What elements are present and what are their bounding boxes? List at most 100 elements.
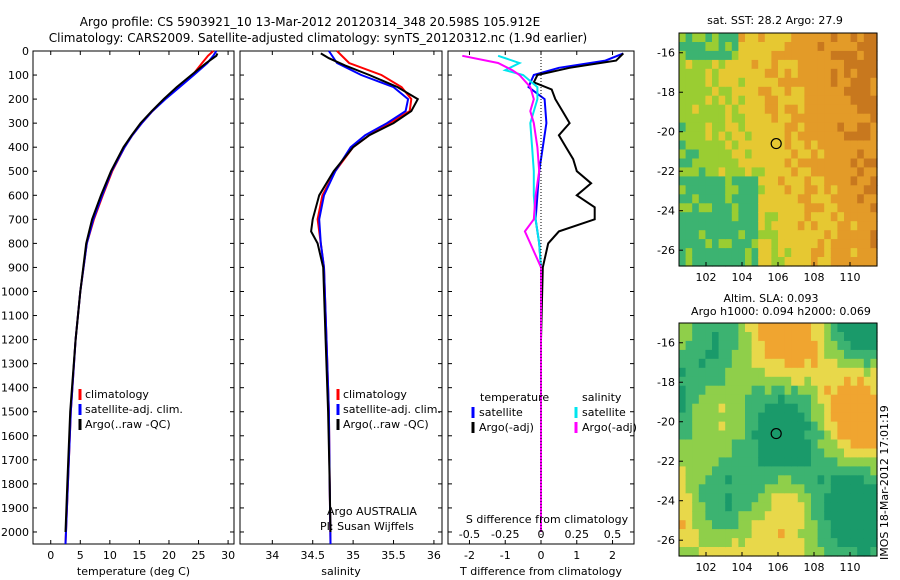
map-cell <box>685 122 693 133</box>
map-cell <box>824 230 832 240</box>
map-cell <box>679 212 687 222</box>
map-cell <box>692 385 700 396</box>
map-cell <box>811 448 819 459</box>
x-tick-label: -2 <box>464 549 475 562</box>
legend-entry: satellite-adj. clim. <box>343 403 441 416</box>
map-cell <box>817 149 825 160</box>
map-cell <box>745 140 753 151</box>
map-cell <box>745 332 753 342</box>
map-cell <box>830 529 838 539</box>
map-cell <box>725 457 733 467</box>
map-cell <box>705 230 713 240</box>
map-cell <box>850 203 858 213</box>
map-cell <box>764 176 772 186</box>
map-cell <box>705 358 713 369</box>
map-cell <box>791 194 799 204</box>
map-cell <box>863 475 871 485</box>
map-cell <box>692 113 700 124</box>
map-cell <box>837 457 845 467</box>
map-cell <box>738 547 746 557</box>
map-cell <box>698 257 706 267</box>
map-cell <box>705 176 713 186</box>
map-cell <box>863 358 871 369</box>
map-cell <box>844 538 852 548</box>
map-cell <box>764 332 772 342</box>
map-cell <box>718 140 726 151</box>
map-cell <box>745 412 753 423</box>
map-cell <box>804 167 812 177</box>
map-cell <box>692 167 700 177</box>
map-cell <box>705 50 713 61</box>
map-cell <box>725 323 733 333</box>
map-cell <box>811 547 819 557</box>
map-cell <box>837 421 845 432</box>
map-cell <box>698 248 706 258</box>
map-cell <box>712 349 720 360</box>
map-cell <box>771 412 779 423</box>
map-cell <box>698 412 706 423</box>
y-tick-label: 1400 <box>1 382 29 395</box>
map-cell <box>771 239 779 249</box>
map-cell <box>751 502 759 512</box>
map-cell <box>863 77 871 88</box>
map-cell <box>824 448 832 459</box>
map-cell <box>725 50 733 61</box>
map-cell <box>784 502 792 512</box>
map-cell <box>685 239 693 249</box>
map-cell <box>817 511 825 521</box>
map-cell <box>784 95 792 106</box>
map-cell <box>791 203 799 213</box>
annotation-argo: Argo AUSTRALIA <box>327 505 417 518</box>
x-tick-label: 34 <box>265 549 279 562</box>
map-cell <box>830 502 838 512</box>
map-cell <box>679 448 687 459</box>
map-cell <box>837 122 845 133</box>
map-cell <box>764 230 772 240</box>
map-cell <box>731 149 739 160</box>
map-cell <box>797 394 805 405</box>
map-cell <box>863 349 871 360</box>
map-cell <box>705 122 713 133</box>
map-cell <box>870 323 878 333</box>
map-cell <box>758 221 766 231</box>
map-cell <box>863 104 871 115</box>
map-cell <box>791 547 799 557</box>
map-cell <box>830 448 838 459</box>
map-cell <box>857 149 865 160</box>
map-cell <box>745 439 753 450</box>
map-cell <box>718 185 726 195</box>
map-cell <box>778 33 786 43</box>
map-cell <box>758 95 766 106</box>
map-cell <box>863 323 871 333</box>
map-cell <box>804 33 812 43</box>
map-cell <box>830 439 838 450</box>
map-cell <box>705 68 713 79</box>
map-cell <box>804 149 812 160</box>
map-cell <box>698 385 706 396</box>
map-cell <box>844 457 852 467</box>
map-cell <box>857 113 865 124</box>
map-cell <box>758 484 766 494</box>
map-cell <box>705 257 713 267</box>
map-cell <box>817 430 825 441</box>
map-cell <box>844 33 852 43</box>
map-cell <box>811 376 819 387</box>
map-cell <box>718 122 726 133</box>
map-cell <box>837 59 845 70</box>
map-cell <box>764 349 772 360</box>
y-tick-label: 400 <box>8 141 29 154</box>
map-cell <box>863 502 871 512</box>
map-cell <box>692 547 700 557</box>
map-cell <box>731 212 739 222</box>
map-cell <box>804 511 812 521</box>
map-cell <box>791 59 799 70</box>
map-cell <box>797 203 805 213</box>
map-cell <box>751 77 759 88</box>
map-cell <box>738 33 746 43</box>
map-cell <box>731 176 739 186</box>
map-cell <box>738 59 746 70</box>
x-axis-label: temperature (deg C) <box>77 565 190 578</box>
map-cell <box>850 547 858 557</box>
map-cell <box>778 122 786 133</box>
